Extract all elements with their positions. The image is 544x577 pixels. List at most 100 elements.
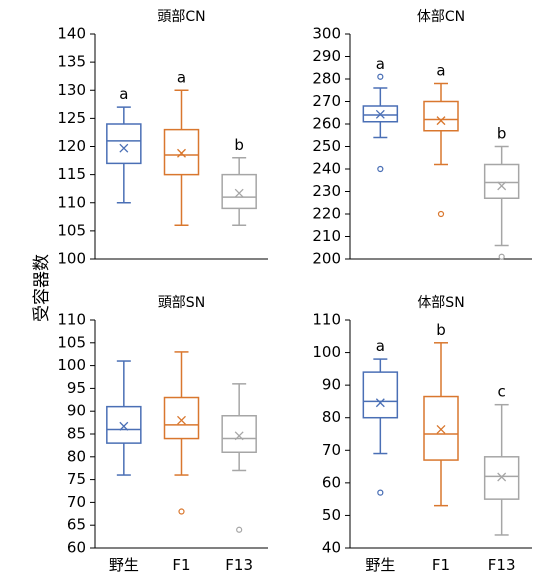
outlier-point <box>377 165 384 173</box>
mean-marker <box>497 181 507 191</box>
y-tick-label: 60 <box>322 473 341 491</box>
mean-marker <box>375 109 385 119</box>
outlier-point <box>377 489 384 496</box>
y-tick-label: 50 <box>322 506 341 524</box>
chart-panel: 体部CN 200 210 220 230 240 250 260 270 280 290 300 a a b <box>312 9 532 268</box>
significance-letter: a <box>436 62 445 80</box>
outlier-point <box>498 253 505 260</box>
box-iqr <box>423 100 459 132</box>
y-tick-label: 120 <box>57 137 86 155</box>
box-series-3: c <box>483 383 520 536</box>
y-tick-label: 250 <box>312 137 341 155</box>
y-tick-label: 80 <box>67 447 86 465</box>
box-series-2: a <box>163 68 200 226</box>
chart-title: 体部CN <box>417 9 465 25</box>
box-series-1: a <box>106 85 142 204</box>
x-tick-label: F1 <box>172 556 190 574</box>
box-iqr <box>163 396 200 440</box>
y-tick-label: 230 <box>312 182 341 200</box>
box-iqr <box>362 371 399 419</box>
mean-marker <box>119 421 129 431</box>
box-series-2 <box>163 351 200 515</box>
box-iqr <box>221 173 257 210</box>
y-tick-label: 280 <box>312 70 341 88</box>
outlier-point <box>236 526 243 533</box>
y-tick-label: 65 <box>67 516 86 534</box>
y-tick-label: 260 <box>312 115 341 133</box>
chart-panel: 頭部SN 60 65 70 75 80 85 90 95 100 105 110 野生 F1 F13 <box>57 295 268 574</box>
y-tick-label: 210 <box>312 227 341 245</box>
y-tick-label: 90 <box>67 402 86 420</box>
box-series-2: a <box>423 62 459 218</box>
mean-marker <box>436 424 446 434</box>
y-tick-label: 100 <box>57 250 86 268</box>
significance-letter: a <box>177 68 186 86</box>
outlier-point <box>437 210 445 218</box>
x-tick-label: F13 <box>488 556 516 574</box>
y-tick-label: 110 <box>312 311 341 329</box>
box-iqr <box>106 123 142 165</box>
y-tick-label: 130 <box>57 81 86 99</box>
y-axis-label: 受容器数 <box>32 254 52 322</box>
box-iqr <box>423 395 459 461</box>
y-tick-label: 270 <box>312 92 341 110</box>
y-tick-label: 70 <box>322 441 341 459</box>
y-tick-label: 290 <box>312 47 341 65</box>
y-tick-label: 100 <box>57 356 86 374</box>
chart-title: 体部SN <box>417 295 464 311</box>
significance-letter: b <box>234 136 244 154</box>
y-tick-label: 85 <box>67 425 86 443</box>
y-tick-label: 70 <box>67 493 86 511</box>
y-tick-label: 80 <box>322 408 341 426</box>
mean-marker <box>119 143 129 153</box>
mean-marker <box>234 188 244 198</box>
chart-panels: 頭部CN 100 105 110 115 120 125 130 135 140 a a b 体部CN 20… <box>57 9 532 574</box>
y-tick-label: 220 <box>312 205 341 223</box>
box-iqr <box>483 163 520 199</box>
y-tick-label: 110 <box>57 311 86 329</box>
box-series-3: b <box>221 136 257 226</box>
box-series-3: b <box>483 125 520 260</box>
mean-marker <box>234 431 244 441</box>
mean-marker <box>436 116 446 126</box>
x-tick-label: F13 <box>225 556 253 574</box>
y-tick-label: 105 <box>57 333 86 351</box>
outlier-point <box>178 508 185 515</box>
significance-letter: b <box>436 321 446 339</box>
mean-marker <box>375 398 385 408</box>
box-series-1: a <box>362 337 399 496</box>
y-tick-label: 115 <box>57 165 86 183</box>
y-tick-label: 200 <box>312 250 341 268</box>
box-series-3 <box>221 383 257 533</box>
y-tick-label: 125 <box>57 109 86 127</box>
x-tick-label: 野生 <box>109 556 139 574</box>
y-tick-label: 110 <box>57 193 86 211</box>
outlier-point <box>377 73 384 80</box>
y-tick-label: 60 <box>67 539 86 557</box>
y-tick-label: 300 <box>312 25 341 43</box>
chart-title: 頭部CN <box>157 9 205 25</box>
box-iqr <box>221 415 257 453</box>
x-tick-label: 野生 <box>365 556 395 574</box>
y-tick-label: 135 <box>57 53 86 71</box>
box-series-2: b <box>423 321 459 507</box>
significance-letter: a <box>376 337 385 355</box>
significance-letter: b <box>497 125 507 143</box>
x-tick-label: F1 <box>432 556 450 574</box>
box-series-1: a <box>362 55 399 173</box>
box-iqr <box>483 456 520 500</box>
box-series-1 <box>106 360 142 476</box>
y-tick-label: 75 <box>67 470 86 488</box>
significance-letter: a <box>376 55 385 73</box>
y-tick-label: 90 <box>322 376 341 394</box>
mean-marker <box>177 148 186 158</box>
box-iqr <box>163 128 200 176</box>
y-tick-label: 40 <box>322 539 341 557</box>
y-tick-label: 95 <box>67 379 86 397</box>
chart-panel: 頭部CN 100 105 110 115 120 125 130 135 140 a a b <box>57 9 268 268</box>
chart-panel: 体部SN 40 50 60 70 80 90 100 110 野生 F1 F13 a b c <box>312 295 532 574</box>
mean-marker <box>177 415 186 425</box>
y-tick-label: 105 <box>57 221 86 239</box>
y-tick-label: 140 <box>57 25 86 43</box>
